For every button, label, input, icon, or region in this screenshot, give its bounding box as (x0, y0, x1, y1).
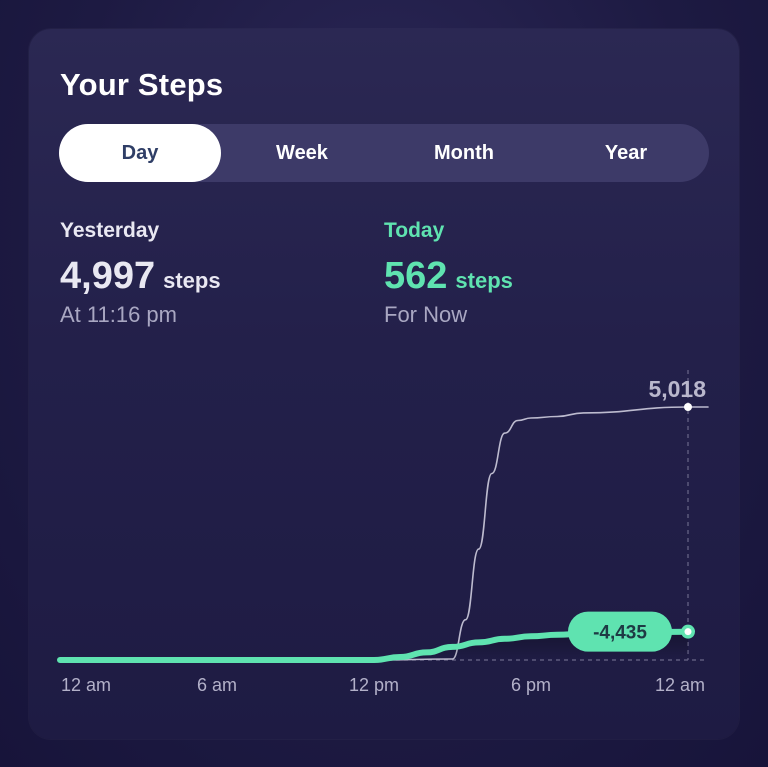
yesterday-steps-value: 4,997 (60, 255, 156, 297)
x-tick-label: 12 pm (349, 675, 399, 695)
tab-year[interactable]: Year (604, 142, 648, 164)
x-tick-label: 12 am (61, 675, 111, 695)
period-tabs: Day Week Month Year (59, 124, 709, 182)
x-tick-label: 6 pm (511, 675, 551, 695)
yesterday-time: At 11:16 pm (60, 302, 177, 327)
card-title: Your Steps (60, 67, 224, 102)
steps-card: Your Steps Day Week Month Year Yesterday… (29, 29, 739, 739)
x-tick-label: 6 am (197, 675, 237, 695)
tab-week[interactable]: Week (276, 142, 328, 164)
difference-value: -4,435 (593, 623, 647, 644)
yesterday-steps-unit: steps (163, 268, 221, 293)
today-status: For Now (384, 302, 468, 327)
x-tick-label: 12 am (655, 675, 705, 695)
difference-pill (568, 611, 672, 652)
today-steps-unit: steps (455, 268, 513, 293)
today-label: Today (384, 219, 445, 242)
tab-day[interactable]: Day (59, 124, 221, 182)
today-steps: 562 steps (384, 255, 513, 298)
yesterday-steps: 4,997 steps (60, 255, 221, 298)
today-steps-value: 562 (384, 255, 448, 297)
today-end-point-center (684, 628, 692, 636)
yesterday-end-point (684, 403, 692, 411)
yesterday-label: Yesterday (60, 219, 160, 242)
yesterday-total-label: 5,018 (648, 376, 706, 402)
tab-month[interactable]: Month (434, 142, 494, 164)
